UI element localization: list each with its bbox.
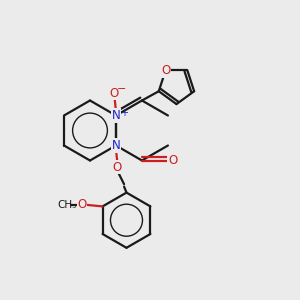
Text: N: N	[112, 139, 120, 152]
Text: O: O	[161, 64, 170, 77]
Text: −: −	[117, 84, 127, 94]
Text: O: O	[110, 86, 119, 100]
Text: O: O	[113, 160, 122, 174]
Text: +: +	[120, 107, 128, 118]
Text: O: O	[168, 154, 177, 167]
Text: N: N	[112, 109, 120, 122]
Text: CH₃: CH₃	[57, 200, 76, 210]
Text: O: O	[78, 198, 87, 212]
